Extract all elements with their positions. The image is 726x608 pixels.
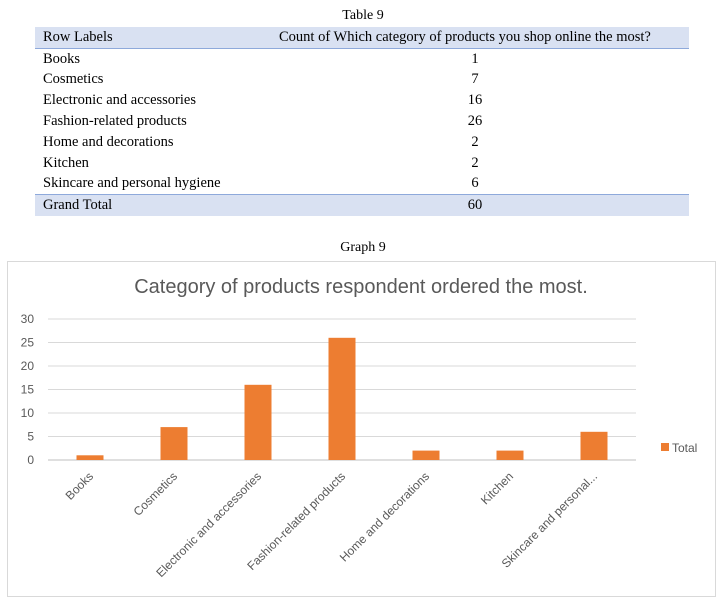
row-count: 16 xyxy=(467,92,483,109)
table-row: Cosmetics 7 xyxy=(35,70,689,91)
bar xyxy=(496,450,524,460)
row-label: Kitchen xyxy=(43,154,89,171)
table-row: Kitchen 2 xyxy=(35,153,689,174)
table-row: Electronic and accessories 16 xyxy=(35,90,689,111)
row-count: 2 xyxy=(471,133,479,150)
y-tick-label: 5 xyxy=(27,430,34,444)
grand-total-label: Grand Total xyxy=(43,197,113,214)
grand-total-row: Grand Total 60 xyxy=(35,194,689,217)
bar xyxy=(412,450,440,460)
x-tick-label: Cosmetics xyxy=(131,469,181,519)
header-row-labels: Row Labels xyxy=(43,28,113,45)
table-header-row: Row Labels Count of Which category of pr… xyxy=(35,27,689,49)
header-count: Count of Which category of products you … xyxy=(279,28,651,45)
row-label: Books xyxy=(43,50,81,67)
bar xyxy=(160,427,188,460)
row-count: 6 xyxy=(471,175,479,192)
table-row: Skincare and personal hygiene 6 xyxy=(35,174,689,195)
grand-total-value: 60 xyxy=(467,197,483,214)
row-label: Skincare and personal hygiene xyxy=(43,175,221,192)
row-count: 26 xyxy=(467,113,483,130)
x-tick-label: Kitchen xyxy=(478,469,516,507)
pivot-table: Row Labels Count of Which category of pr… xyxy=(35,27,689,217)
chart-area: Category of products respondent ordered … xyxy=(7,261,716,597)
legend-label: Total xyxy=(672,441,697,455)
y-tick-label: 25 xyxy=(21,336,35,350)
row-label: Cosmetics xyxy=(43,71,104,88)
legend-swatch xyxy=(661,443,669,451)
y-tick-label: 10 xyxy=(21,406,35,420)
table-caption: Table 9 xyxy=(342,8,384,23)
table-row: Home and decorations 2 xyxy=(35,132,689,153)
y-tick-label: 20 xyxy=(21,359,35,373)
chart-title: Category of products respondent ordered … xyxy=(134,276,588,298)
x-tick-label: Books xyxy=(63,469,96,502)
row-label: Electronic and accessories xyxy=(43,92,196,109)
x-tick-label: Skincare and personal... xyxy=(499,469,600,570)
table-row: Books 1 xyxy=(35,48,689,69)
y-tick-label: 0 xyxy=(27,453,34,467)
y-tick-label: 15 xyxy=(21,383,35,397)
row-label: Home and decorations xyxy=(43,133,174,150)
row-label: Fashion-related products xyxy=(43,113,187,130)
bar xyxy=(76,455,104,460)
y-tick-label: 30 xyxy=(21,312,35,326)
row-count: 1 xyxy=(471,50,479,67)
row-count: 2 xyxy=(471,154,479,171)
x-tick-label: Home and decorations xyxy=(337,469,432,564)
bar xyxy=(244,384,272,460)
graph-caption: Graph 9 xyxy=(340,240,386,255)
row-count: 7 xyxy=(471,71,479,88)
x-tick-label: Fashion-related products xyxy=(244,469,348,573)
table-row: Fashion-related products 26 xyxy=(35,111,689,132)
bar xyxy=(580,431,608,460)
bar-chart: Category of products respondent ordered … xyxy=(21,276,698,580)
bar xyxy=(328,337,356,460)
